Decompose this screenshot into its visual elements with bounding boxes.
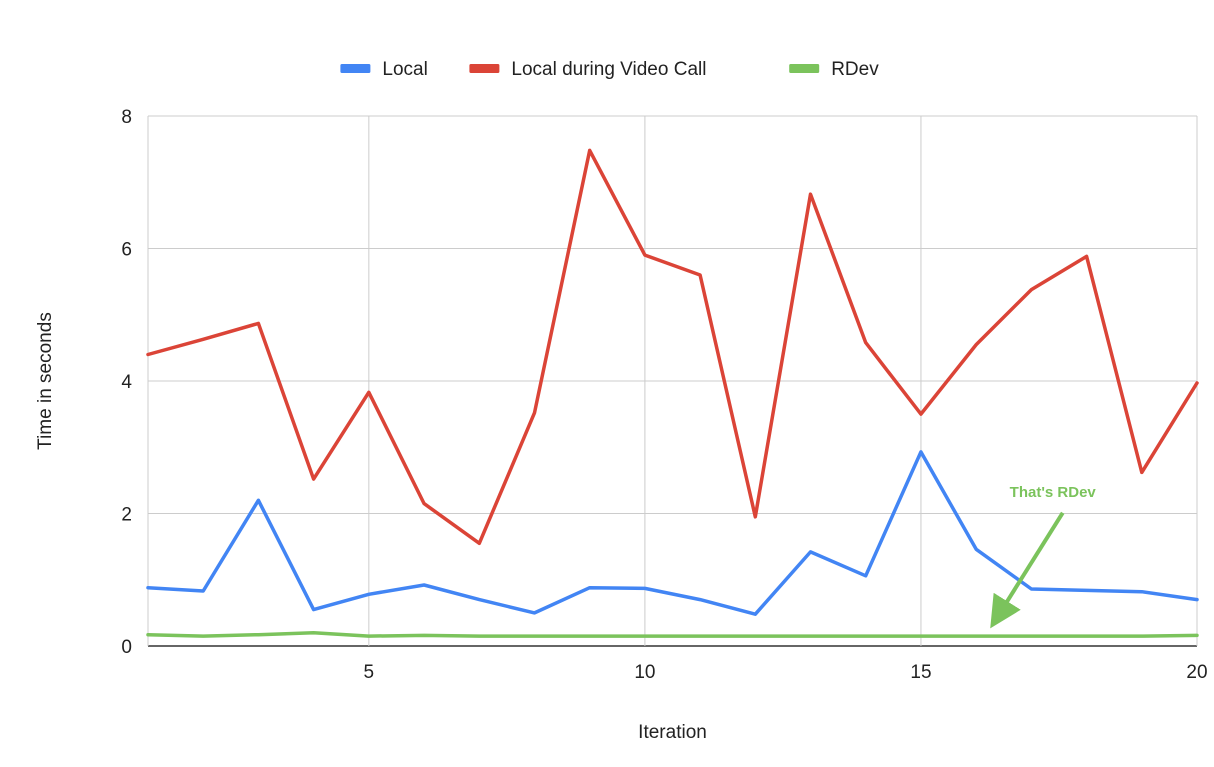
legend-label: RDev [831,59,879,80]
x-tick-label: 10 [634,662,655,683]
axes: 0 2 4 6 8 5 10 15 20 Iteration Time in seconds [35,107,1208,743]
x-tick-label: 5 [364,662,375,683]
y-tick-label: 0 [121,637,132,658]
series-line-local-during-video-call [146,148,1199,546]
series-line-rdev [146,631,1199,638]
annotation-label: That's RDev [1010,484,1097,501]
x-tick-label: 15 [910,662,931,683]
legend-swatch [789,64,820,73]
legend-swatch [469,64,500,73]
series-line-local [146,450,1199,616]
x-axis-title: Iteration [638,722,707,743]
y-tick-label: 8 [121,107,132,128]
legend-label: Local during Video Call [511,59,706,80]
y-tick-label: 2 [121,505,132,526]
y-tick-label: 4 [121,372,132,393]
y-tick-label: 6 [121,240,132,261]
annotations: That's RDev [990,484,1097,629]
annotation-arrow [990,511,1065,629]
legend-swatch [340,64,371,73]
series-lines [146,148,1199,638]
y-axis-title: Time in seconds [35,312,56,450]
x-tick-label: 20 [1186,662,1207,683]
legend-label: Local [382,59,427,80]
legend: Local Local during Video Call RDev [340,59,879,80]
gridlines [147,115,1198,647]
